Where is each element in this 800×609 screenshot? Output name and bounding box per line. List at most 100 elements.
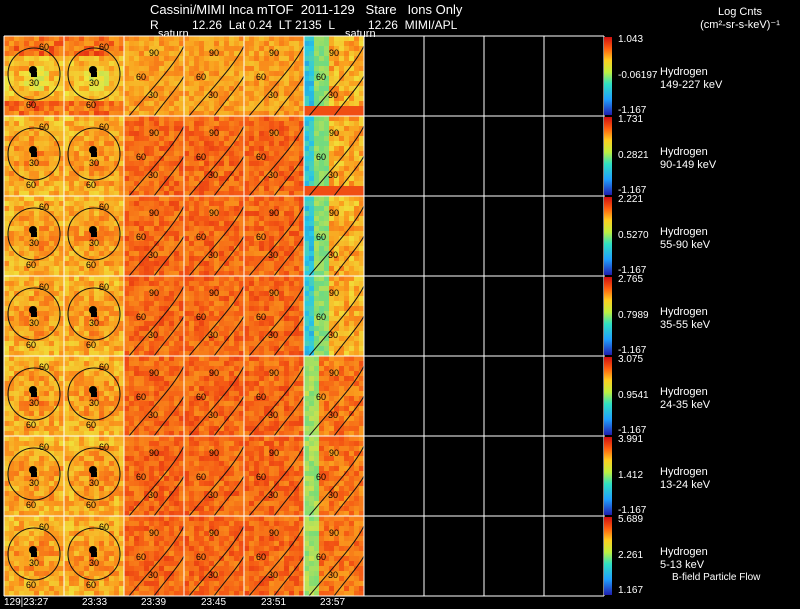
heatmap-tile: [304, 356, 364, 436]
contour-label: 30: [268, 170, 278, 180]
contour-label: 60: [136, 552, 146, 562]
heatmap-tile: [124, 36, 184, 116]
contour-label: 60: [196, 312, 206, 322]
colorbar-max-label: 2.221: [618, 194, 644, 205]
contour-label: 90: [209, 368, 219, 378]
contour-label: 30: [328, 330, 338, 340]
species-label: Hydrogen 5-13 keV: [660, 546, 708, 572]
heatmap-tile: [184, 276, 244, 356]
contour-label: 60: [316, 552, 326, 562]
contour-label: 60: [136, 312, 146, 322]
heatmap-tile: [244, 276, 304, 356]
contour-label: 30: [208, 330, 218, 340]
contour-label: 30: [148, 90, 158, 100]
contour-label: 30: [268, 410, 278, 420]
contour-label: 60: [196, 552, 206, 562]
heatmap-tile: [184, 516, 244, 596]
heatmap-tile: [184, 356, 244, 436]
time-label-2: 23:33: [82, 597, 108, 608]
contour-label: 30: [328, 90, 338, 100]
contour-label: 60: [196, 472, 206, 482]
time-label-1: 129|23:27: [4, 597, 49, 608]
contour-label: 90: [269, 288, 279, 298]
heatmap-tile: [244, 516, 304, 596]
contour-label: 30: [268, 90, 278, 100]
colorbar-min-label: -1.167: [618, 345, 647, 356]
contour-label: 90: [269, 368, 279, 378]
contour-label: 90: [329, 528, 339, 538]
species-name: Hydrogen: [660, 466, 708, 478]
contour-label: 30: [208, 170, 218, 180]
colorbar-min-label: -1.167: [618, 105, 647, 116]
species-name: Hydrogen: [660, 546, 708, 558]
energy-range: 149-227 keV: [660, 79, 723, 91]
contour-label: 60: [26, 260, 36, 270]
contour-label: 60: [99, 202, 109, 212]
heatmap-tile: [304, 36, 364, 116]
contour-label: 30: [148, 490, 158, 500]
heatmap-tile: [4, 516, 64, 596]
heatmap-tile: [4, 436, 64, 516]
species-label: Hydrogen 90-149 keV: [660, 146, 716, 172]
heatmap-tile: [64, 436, 124, 516]
contour-label: 30: [89, 318, 99, 328]
colorbar: [604, 117, 612, 195]
contour-label: 90: [269, 48, 279, 58]
contour-label: 30: [148, 250, 158, 260]
contour-label: 60: [196, 232, 206, 242]
contour-label: 60: [39, 442, 49, 452]
colorbar: [604, 197, 612, 275]
contour-label: 60: [256, 72, 266, 82]
contour-label: 30: [29, 398, 39, 408]
contour-label: 90: [329, 448, 339, 458]
contour-label: 60: [316, 392, 326, 402]
contour-label: 60: [39, 282, 49, 292]
contour-label: 30: [208, 410, 218, 420]
contour-label: 30: [29, 158, 39, 168]
heatmap-tile: [244, 196, 304, 276]
contour-label: 90: [269, 128, 279, 138]
colorbar-mid-label: 0.9541: [618, 390, 649, 401]
contour-label: 30: [328, 570, 338, 580]
contour-label: 30: [29, 318, 39, 328]
contour-label: 90: [149, 208, 159, 218]
contour-label: 30: [328, 250, 338, 260]
contour-label: 60: [99, 42, 109, 52]
colorbar-mid-label: 1.412: [618, 470, 644, 481]
contour-label: 90: [149, 48, 159, 58]
colorbar-min-label: -1.167: [618, 425, 647, 436]
heatmap-tile: [304, 196, 364, 276]
heatmap-tile: [304, 276, 364, 356]
contour-label: 60: [86, 500, 96, 510]
colorbar: [604, 437, 612, 515]
contour-label: 90: [329, 368, 339, 378]
energy-range: 35-55 keV: [660, 319, 711, 331]
contour-label: 90: [209, 528, 219, 538]
time-label-3: 23:39: [141, 597, 167, 608]
colorbar-mid-label: 2.261: [618, 550, 644, 561]
contour-label: 60: [256, 232, 266, 242]
heatmap-tile: [184, 36, 244, 116]
contour-label: 30: [208, 90, 218, 100]
species-label: Hydrogen 13-24 keV: [660, 466, 710, 492]
colorbar: [604, 37, 612, 115]
contour-label: 60: [256, 552, 266, 562]
contour-label: 30: [29, 78, 39, 88]
contour-label: 30: [268, 570, 278, 580]
contour-label: 60: [256, 312, 266, 322]
contour-label: 60: [196, 392, 206, 402]
colorbar-mid-label: 0.5270: [618, 230, 649, 241]
contour-label: 60: [86, 260, 96, 270]
contour-label: 30: [89, 238, 99, 248]
contour-label: 60: [99, 362, 109, 372]
heatmap-tile: [64, 516, 124, 596]
units-line-1: Log Cnts: [717, 6, 763, 18]
contour-label: 30: [89, 398, 99, 408]
heatmap-tile: [124, 516, 184, 596]
contour-label: 60: [316, 232, 326, 242]
title-line-1: Cassini/MIMI Inca mTOF 2011-129 Stare Io…: [150, 2, 463, 17]
contour-label: 60: [196, 152, 206, 162]
contour-label: 90: [209, 48, 219, 58]
contour-label: 30: [29, 558, 39, 568]
contour-label: 60: [86, 100, 96, 110]
